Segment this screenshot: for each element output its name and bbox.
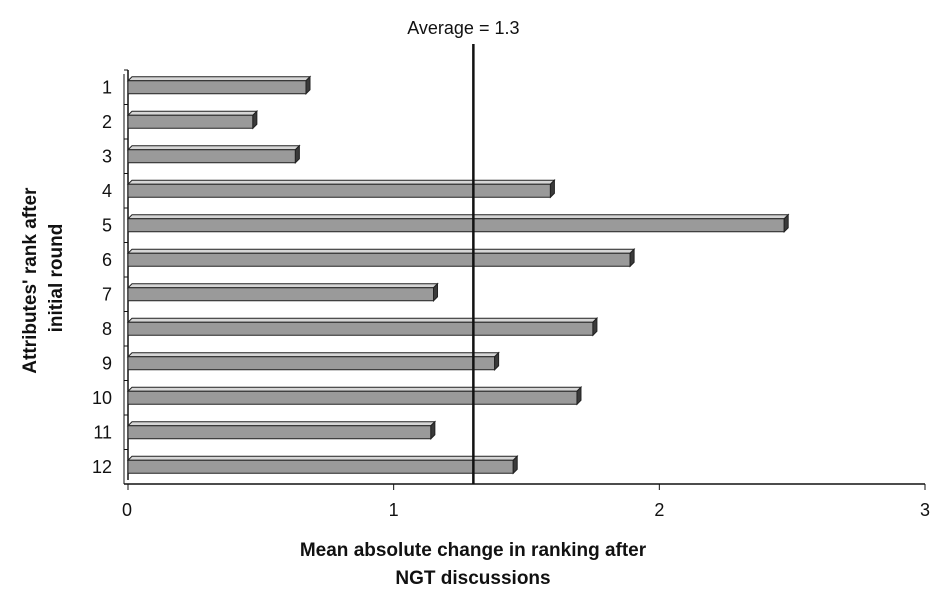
y-tick-label: 12 — [92, 457, 112, 477]
bar-12 — [126, 455, 519, 475]
bar-2 — [126, 110, 259, 130]
y-tick-label: 3 — [102, 146, 112, 166]
bar-top-face — [126, 386, 583, 392]
bar-7 — [126, 282, 439, 302]
bar-front-face — [127, 80, 307, 95]
bar-side-face — [592, 317, 598, 337]
y-tick-label: 1 — [102, 77, 112, 97]
bar-side-face — [494, 351, 500, 371]
bar-top-face — [126, 110, 259, 116]
bar-11 — [126, 420, 437, 440]
x-tick-label: 2 — [654, 500, 664, 520]
y-tick-label: 9 — [102, 353, 112, 373]
y-tick-label: 8 — [102, 319, 112, 339]
bar-top-face — [126, 421, 437, 427]
bar-top-face — [126, 352, 500, 358]
bar-front-face — [127, 321, 594, 336]
bar-front-face — [127, 149, 296, 164]
x-tick-labels: 0 1 2 3 — [122, 484, 930, 520]
y-tick-label: 5 — [102, 215, 112, 235]
bar-top-face — [126, 248, 636, 254]
y-axis-title: Attributes' rank after initial round — [20, 182, 67, 373]
bar-front-face — [127, 218, 785, 233]
bar-top-face — [126, 455, 519, 461]
x-axis-title-line-2: NGT discussions — [395, 568, 550, 589]
bars — [124, 69, 790, 475]
y-tick-label: 11 — [93, 422, 112, 442]
bar-top-face — [126, 76, 312, 82]
bar-front-face — [127, 390, 578, 405]
bar-side-face — [576, 386, 582, 406]
bar-9 — [126, 351, 500, 371]
bar-side-face — [305, 75, 311, 95]
bar-front-face — [127, 287, 435, 302]
reference-line-group: Average = 1.3 — [407, 18, 519, 484]
bar-front-face — [127, 252, 631, 267]
average-label: Average = 1.3 — [407, 18, 519, 38]
bar-5 — [126, 213, 790, 233]
bar-front-face — [127, 114, 254, 129]
y-tick-label: 4 — [102, 181, 112, 201]
bar-side-face — [549, 179, 555, 199]
bar-side-face — [783, 213, 789, 233]
bar-top-face — [126, 145, 301, 151]
bar-1 — [126, 75, 312, 95]
x-tick-label: 1 — [389, 500, 399, 520]
bar-6 — [126, 248, 636, 268]
bar-side-face — [512, 455, 518, 475]
bar-front-face — [127, 425, 432, 440]
bar-side-face — [433, 282, 439, 302]
bar-front-face — [127, 459, 514, 474]
x-axis-title-line-1: Mean absolute change in ranking after — [300, 540, 647, 561]
bar-top-face — [126, 317, 599, 323]
bar-8 — [126, 317, 599, 337]
y-axis-title-line-1: Attributes' rank after — [20, 187, 41, 374]
bar-3 — [126, 144, 301, 164]
y-tick-label: 6 — [102, 250, 112, 270]
bar-top-face — [126, 283, 439, 289]
bar-top-face — [126, 214, 790, 220]
bar-front-face — [127, 183, 551, 198]
bar-10 — [126, 386, 583, 406]
axes — [123, 70, 925, 485]
bar-4 — [126, 179, 556, 199]
bar-side-face — [294, 144, 300, 164]
x-tick-label: 0 — [122, 500, 132, 520]
y-tick-label: 2 — [102, 112, 112, 132]
bar-side-face — [629, 248, 635, 268]
y-tick-label: 7 — [102, 284, 112, 304]
bar-front-face — [127, 356, 496, 371]
bar-side-face — [430, 420, 436, 440]
y-axis-title-line-2: initial round — [46, 224, 67, 333]
x-tick-label: 3 — [920, 500, 930, 520]
bar-side-face — [252, 110, 258, 130]
bar-top-face — [126, 179, 556, 185]
y-tick-label: 10 — [92, 388, 112, 408]
